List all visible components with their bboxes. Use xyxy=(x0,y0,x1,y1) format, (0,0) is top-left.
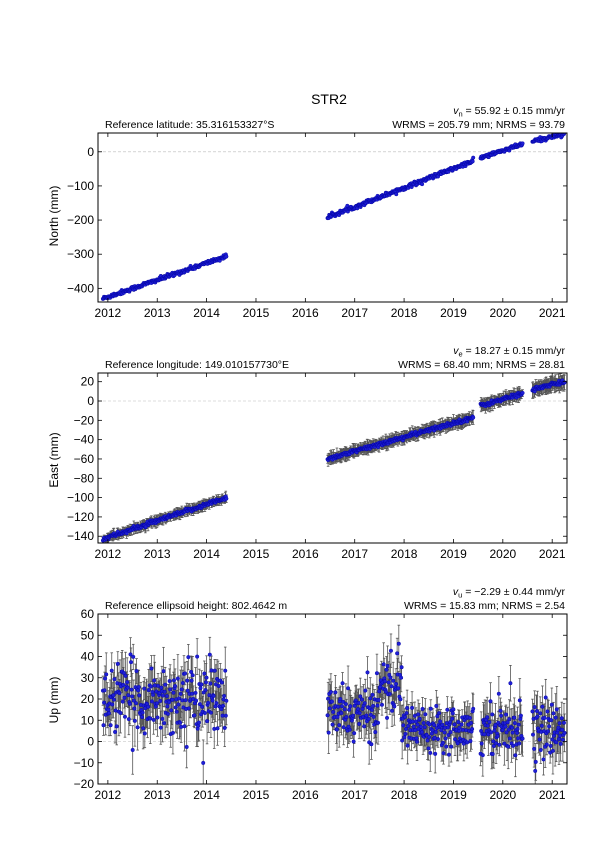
data-point xyxy=(521,142,525,146)
velocity-value: = 18.27 ± 0.15 mm/yr xyxy=(463,345,566,357)
y-tick-label: 0 xyxy=(87,145,94,159)
data-points xyxy=(101,379,566,543)
east-velocity-label: ve = 18.27 ± 0.15 mm/yr xyxy=(453,345,565,359)
data-point xyxy=(225,497,229,501)
x-tick-label: 2015 xyxy=(243,306,270,320)
data-point xyxy=(471,156,475,160)
east-stats-label: WRMS = 68.40 mm; NRMS = 28.81 xyxy=(398,359,565,371)
y-tick-label: −200 xyxy=(67,213,94,227)
data-point xyxy=(225,255,229,259)
x-tick-label: 2021 xyxy=(539,306,566,320)
data-points xyxy=(101,131,566,301)
reference-longitude-label: Reference longitude: 149.010157730°E xyxy=(105,359,289,371)
data-series-group xyxy=(101,131,566,301)
data-point xyxy=(471,416,475,420)
data-point xyxy=(471,160,475,164)
data-point xyxy=(394,192,398,196)
x-tick-label: 2018 xyxy=(391,306,418,320)
y-axis-label: East (mm) xyxy=(47,432,61,487)
x-tick-label: 2017 xyxy=(341,306,368,320)
y-tick-label: −400 xyxy=(67,281,94,295)
reference-latitude-label: Reference latitude: 35.316153327°S xyxy=(105,119,274,131)
north-panel: Reference latitude: 35.316153327°S vn = … xyxy=(47,105,567,320)
data-series-group xyxy=(101,373,566,545)
y-tick-label: −100 xyxy=(67,179,94,193)
chart-title: STR2 xyxy=(311,91,347,107)
x-tick-label: 2020 xyxy=(489,306,516,320)
data-point xyxy=(420,182,424,186)
velocity-value: = 55.92 ± 0.15 mm/yr xyxy=(463,105,566,117)
x-tick-label: 2014 xyxy=(193,306,220,320)
y-axis-label: North (mm) xyxy=(47,186,61,247)
x-tick-label: 2019 xyxy=(440,306,467,320)
x-tick-label: 2016 xyxy=(292,306,319,320)
x-tick-label: 2012 xyxy=(95,306,122,320)
north-velocity-label: vn = 55.92 ± 0.15 mm/yr xyxy=(453,105,565,119)
north-stats-label: WRMS = 205.79 mm; NRMS = 93.79 xyxy=(392,119,565,131)
x-tick-label: 2013 xyxy=(144,306,171,320)
east-panel: Reference longitude: 149.010157730°E ve … xyxy=(47,345,567,561)
y-tick-label: −300 xyxy=(67,247,94,261)
